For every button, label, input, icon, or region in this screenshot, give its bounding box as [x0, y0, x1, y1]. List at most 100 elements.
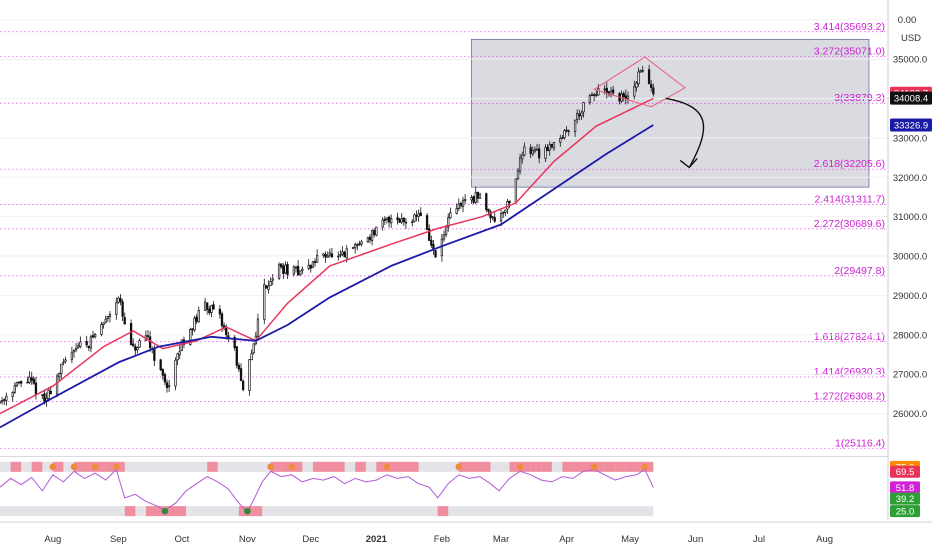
candle-1 — [0, 397, 4, 405]
candle-25 — [72, 349, 76, 358]
rsi-os-43 — [437, 506, 449, 517]
time-tick-1: Sep — [110, 534, 127, 545]
candle-84 — [248, 359, 251, 396]
rsi-ob-20 — [207, 461, 218, 472]
candle-73 — [212, 301, 215, 310]
rsi-os-dot-16 — [161, 507, 169, 515]
candle-174 — [514, 178, 518, 203]
rsi-ob-7 — [74, 461, 85, 472]
rsi-os-23 — [238, 506, 248, 517]
candle-142 — [417, 209, 420, 222]
price-tick-4: 30000.0 — [893, 252, 927, 263]
candle-194 — [573, 119, 577, 137]
candle-6 — [15, 381, 19, 388]
arrow-head — [679, 157, 698, 169]
candle-90 — [265, 285, 268, 289]
rsi-ob-46 — [469, 461, 480, 472]
time-tick-3: Nov — [239, 534, 256, 545]
candle-94 — [277, 262, 281, 280]
rsi-ob-40 — [408, 461, 419, 472]
candle-195 — [576, 109, 579, 124]
fib-label-6: 2(29497.8) — [834, 265, 885, 277]
candle-22 — [62, 358, 65, 366]
candle-10 — [28, 371, 31, 385]
candle-78 — [227, 331, 230, 343]
price-tick-7: 33000.0 — [893, 133, 927, 144]
candle-97 — [284, 261, 287, 275]
candle-146 — [430, 235, 433, 248]
candle-218 — [641, 65, 644, 73]
time-tick-7: Mar — [493, 534, 509, 545]
rsi-ob-3 — [31, 461, 43, 472]
candle-38 — [108, 311, 112, 323]
rsi-ob-9 — [95, 461, 106, 472]
candle-96 — [282, 263, 285, 280]
candle-203 — [597, 84, 600, 96]
candle-132 — [387, 215, 391, 228]
rsi-os-15 — [156, 506, 165, 517]
candle-91 — [267, 280, 270, 294]
rsi-ob-dot-11 — [112, 463, 120, 471]
candle-123 — [360, 239, 363, 247]
rsi-ob-dot-27 — [267, 463, 274, 471]
candle-130 — [383, 216, 386, 225]
rsi-ob-56 — [572, 461, 584, 472]
candle-42 — [121, 299, 124, 322]
price-tick-6: 32000.0 — [893, 173, 927, 184]
rsi-ob-1 — [10, 461, 22, 472]
candle-47 — [136, 346, 139, 354]
candle-143 — [419, 207, 422, 217]
time-tick-9: May — [621, 534, 639, 545]
candle-213 — [626, 91, 630, 104]
rsi-ob-dot-29 — [288, 463, 296, 471]
candle-59 — [174, 357, 177, 391]
rsi-ob-60 — [615, 461, 626, 472]
fib-label-9: 1.272(26308.2) — [814, 390, 885, 402]
time-tick-6: Feb — [434, 534, 450, 545]
candle-186 — [548, 141, 551, 156]
candle-76 — [222, 322, 226, 331]
rsi-ob-57 — [583, 461, 595, 472]
candle-66 — [193, 315, 196, 333]
ma-line-0 — [0, 97, 654, 415]
candle-95 — [280, 263, 283, 269]
candle-7 — [17, 381, 21, 385]
rsi-ob-dot-9 — [91, 463, 99, 471]
projection-arrow — [665, 97, 705, 168]
candle-153 — [449, 207, 452, 219]
rsi-ob-dot-38 — [383, 463, 391, 471]
rsi-ob-63 — [644, 461, 654, 472]
candle-135 — [398, 217, 401, 223]
fib-label-8: 1.414(26930.3) — [814, 366, 885, 378]
candle-214 — [633, 80, 636, 100]
price-tick-2: 28000.0 — [893, 330, 927, 341]
candle-202 — [595, 90, 598, 98]
candle-89 — [263, 278, 266, 325]
candle-40 — [117, 296, 120, 304]
candle-188 — [552, 141, 556, 152]
candle-192 — [565, 126, 568, 133]
candle-144 — [425, 212, 429, 230]
candle-31 — [89, 334, 93, 353]
candle-191 — [563, 128, 566, 140]
candle-136 — [400, 213, 403, 225]
candle-105 — [309, 264, 312, 273]
rsi-ob-53 — [541, 461, 552, 472]
rsi-ob-32 — [323, 461, 335, 472]
candle-100 — [294, 265, 298, 273]
candle-158 — [463, 194, 467, 204]
rsi-ob-37 — [376, 461, 387, 472]
rsi-ob-dot-63 — [641, 463, 649, 471]
time-tick-10: Jun — [688, 534, 703, 545]
candle-72 — [210, 304, 213, 318]
candle-108 — [315, 249, 319, 263]
candle-215 — [635, 81, 638, 92]
candle-193 — [567, 129, 570, 137]
candle-45 — [132, 338, 135, 348]
candle-86 — [252, 343, 255, 355]
rsi-tag-text-3: 39.2 — [896, 494, 915, 505]
candle-124 — [366, 236, 370, 243]
candle-43 — [123, 312, 126, 325]
rsi-ob-52 — [530, 461, 542, 472]
